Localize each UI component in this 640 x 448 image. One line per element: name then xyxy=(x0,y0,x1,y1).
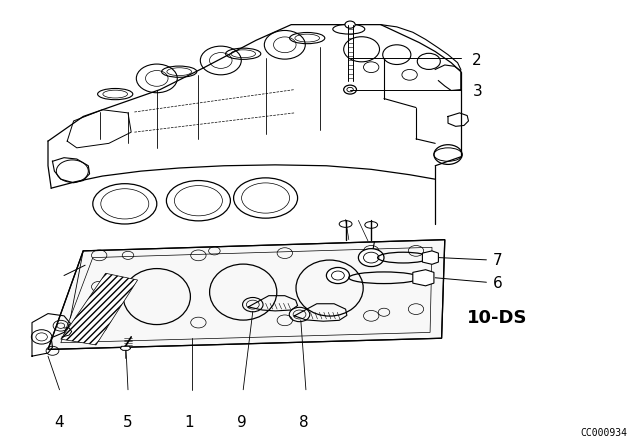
Polygon shape xyxy=(413,270,434,286)
Text: 10-DS: 10-DS xyxy=(467,309,528,327)
Circle shape xyxy=(358,249,384,267)
Text: 5: 5 xyxy=(123,414,133,430)
Circle shape xyxy=(344,85,356,94)
Text: 8: 8 xyxy=(299,414,309,430)
Text: 2: 2 xyxy=(472,52,482,68)
Text: 7: 7 xyxy=(493,253,502,268)
Text: CC000934: CC000934 xyxy=(580,428,627,438)
Circle shape xyxy=(345,21,355,28)
Text: 6: 6 xyxy=(493,276,502,291)
Text: 1: 1 xyxy=(184,414,194,430)
Circle shape xyxy=(326,267,349,284)
Polygon shape xyxy=(61,273,138,345)
Text: 3: 3 xyxy=(472,84,482,99)
Text: 4: 4 xyxy=(54,414,65,430)
Text: 9: 9 xyxy=(237,414,247,430)
Polygon shape xyxy=(120,346,131,350)
Polygon shape xyxy=(422,251,438,264)
Polygon shape xyxy=(48,240,445,349)
